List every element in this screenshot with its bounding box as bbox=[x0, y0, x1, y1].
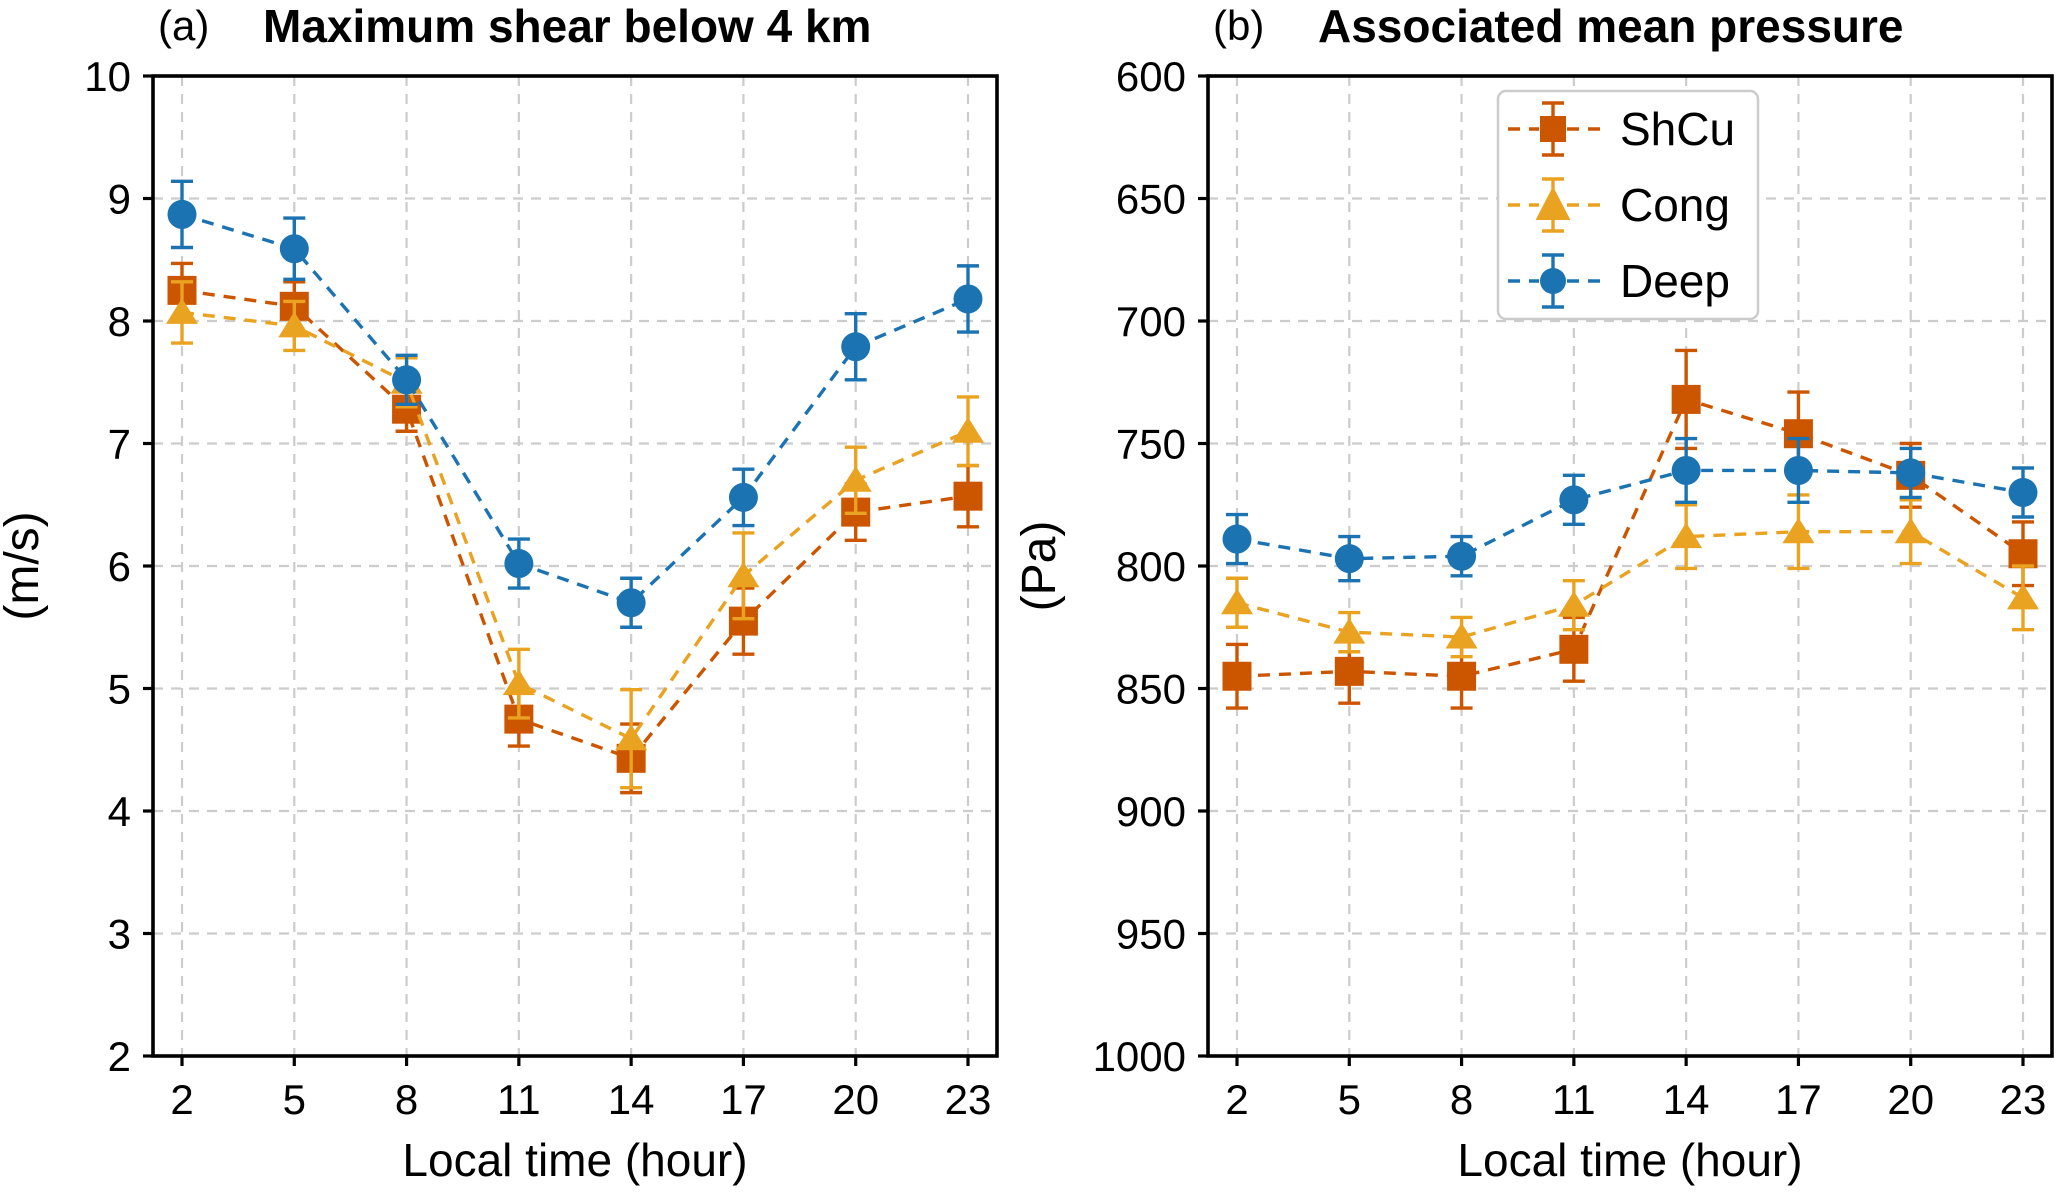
svg-text:5: 5 bbox=[1338, 1076, 1361, 1123]
svg-text:Associated mean pressure: Associated mean pressure bbox=[1318, 0, 1904, 52]
svg-text:4: 4 bbox=[108, 788, 131, 835]
svg-text:17: 17 bbox=[1775, 1076, 1822, 1123]
svg-text:23: 23 bbox=[945, 1076, 992, 1123]
svg-text:3: 3 bbox=[108, 911, 131, 958]
svg-text:17: 17 bbox=[720, 1076, 767, 1123]
svg-text:750: 750 bbox=[1116, 421, 1186, 468]
svg-text:2: 2 bbox=[170, 1076, 193, 1123]
svg-text:8: 8 bbox=[395, 1076, 418, 1123]
svg-text:700: 700 bbox=[1116, 298, 1186, 345]
svg-text:23: 23 bbox=[2000, 1076, 2047, 1123]
svg-text:Local time (hour): Local time (hour) bbox=[1457, 1134, 1802, 1186]
svg-text:Local time (hour): Local time (hour) bbox=[402, 1134, 747, 1186]
svg-text:(a): (a) bbox=[158, 2, 209, 49]
svg-text:5: 5 bbox=[283, 1076, 306, 1123]
svg-text:11: 11 bbox=[1552, 1076, 1596, 1123]
svg-text:2: 2 bbox=[108, 1033, 131, 1080]
svg-text:5: 5 bbox=[108, 666, 131, 713]
svg-text:Maximum shear below 4 km: Maximum shear below 4 km bbox=[263, 0, 871, 52]
svg-text:600: 600 bbox=[1116, 53, 1186, 100]
svg-text:Cong: Cong bbox=[1620, 179, 1730, 231]
svg-text:ShCu: ShCu bbox=[1620, 103, 1735, 155]
svg-text:8: 8 bbox=[1450, 1076, 1473, 1123]
svg-text:650: 650 bbox=[1116, 176, 1186, 223]
svg-text:7: 7 bbox=[108, 421, 131, 468]
svg-text:11: 11 bbox=[497, 1076, 541, 1123]
svg-text:20: 20 bbox=[832, 1076, 879, 1123]
svg-text:1000: 1000 bbox=[1093, 1033, 1186, 1080]
svg-text:900: 900 bbox=[1116, 788, 1186, 835]
svg-text:2: 2 bbox=[1225, 1076, 1248, 1123]
svg-text:14: 14 bbox=[608, 1076, 655, 1123]
svg-text:800: 800 bbox=[1116, 543, 1186, 590]
svg-text:20: 20 bbox=[1887, 1076, 1934, 1123]
svg-text:(b): (b) bbox=[1213, 2, 1264, 49]
svg-text:Deep: Deep bbox=[1620, 255, 1730, 307]
svg-text:(Pa): (Pa) bbox=[1013, 521, 1066, 612]
svg-text:10: 10 bbox=[84, 53, 131, 100]
svg-text:950: 950 bbox=[1116, 911, 1186, 958]
svg-text:(m/s): (m/s) bbox=[0, 511, 49, 620]
svg-text:14: 14 bbox=[1663, 1076, 1710, 1123]
svg-text:850: 850 bbox=[1116, 666, 1186, 713]
svg-text:8: 8 bbox=[108, 298, 131, 345]
svg-text:6: 6 bbox=[108, 543, 131, 590]
svg-text:9: 9 bbox=[108, 176, 131, 223]
